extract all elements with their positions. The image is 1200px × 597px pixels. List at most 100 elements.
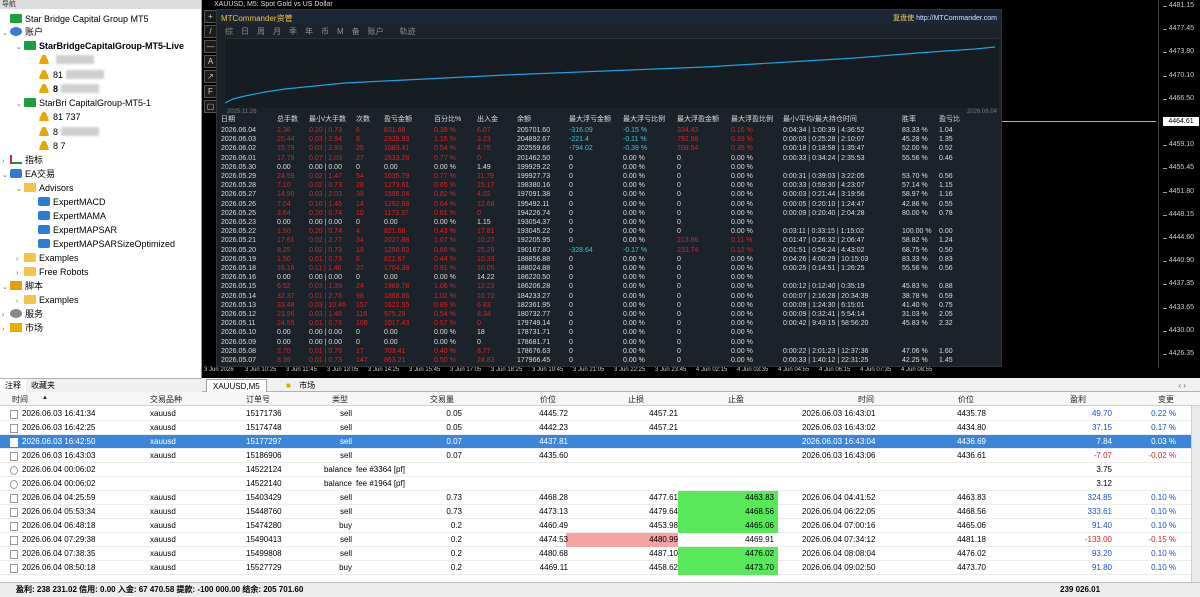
tree-node[interactable]: ExpertMAPSAR xyxy=(30,224,117,236)
stats-cell: 0.57 % xyxy=(434,320,456,328)
panel-tab[interactable]: 月 xyxy=(273,27,281,36)
stats-cell: 25.29 xyxy=(477,246,495,254)
history-column-header[interactable]: 价位 xyxy=(540,395,556,404)
chart-window[interactable]: XAUUSD, M5: Spot Gold vs US Dollar + / — A ↗… xyxy=(202,0,1200,378)
tab-favorites[interactable]: 收藏夹 xyxy=(31,381,55,390)
tree-node[interactable]: Star Bridge Capital Group MT5 xyxy=(2,13,149,25)
table-row[interactable]: 2026.06.03 16:42:50 xauusd 15177297 sell 0.0… xyxy=(0,435,1200,449)
expand-toggle-icon[interactable]: ⌄ xyxy=(2,172,8,179)
panel-tab[interactable]: 备 xyxy=(351,27,360,36)
history-column-header[interactable]: 时间 xyxy=(858,395,874,404)
expand-toggle-icon[interactable]: ⌄ xyxy=(16,186,22,193)
tree-node[interactable]: 8 7 xyxy=(30,140,66,152)
panel-tab[interactable]: 轨迹 xyxy=(399,27,416,36)
table-row[interactable]: 2026.06.04 00:06:02 14522124 balance fee #3… xyxy=(0,463,1200,477)
stats-cell: 1.15 % xyxy=(434,136,456,144)
stats-cell: 55.56 % xyxy=(902,154,928,162)
tree-node[interactable]: ExpertMAPSARSizeOptimized xyxy=(30,238,175,250)
history-column-header[interactable]: 类型 xyxy=(332,395,348,404)
expand-toggle-icon[interactable]: › xyxy=(16,270,19,277)
tab-scroll-arrows[interactable]: ‹ › xyxy=(1178,381,1186,390)
price-tick: 4477.45 xyxy=(1162,25,1194,33)
history-column-header[interactable]: 订单号 xyxy=(246,395,270,404)
shapes-icon[interactable]: ▢ xyxy=(204,100,217,113)
tree-node[interactable]: ExpertMAMA xyxy=(30,210,106,222)
stats-cell: 42.25 % xyxy=(902,357,928,364)
tree-node[interactable]: › Examples xyxy=(16,252,79,264)
stats-cell: 0:00:09 | 0:32:41 | 5:54:14 xyxy=(783,311,865,318)
table-row[interactable]: 2026.06.04 07:29:38 xauusd 15490413 sell 0.2… xyxy=(0,533,1200,547)
tab-notes[interactable]: 注释 xyxy=(0,379,26,392)
expand-toggle-icon[interactable]: › xyxy=(2,312,5,319)
table-row[interactable]: 2026.06.04 04:25:59 xauusd 15403429 sell 0.7… xyxy=(0,491,1200,505)
row-time: 2026.06.04 05:53:34 xyxy=(22,507,96,516)
robot-icon xyxy=(38,239,50,248)
tree-node[interactable]: ⌄ EA交易 xyxy=(2,168,55,180)
tree-node[interactable]: › 指标 xyxy=(2,154,43,166)
table-row[interactable]: 2026.06.04 06:48:18 xauusd 15474280 buy 0.2 4… xyxy=(0,519,1200,533)
history-column-header[interactable]: 交易量 xyxy=(430,395,454,404)
tree-node[interactable]: › 市场 xyxy=(2,322,43,334)
tree-node[interactable]: 81 737 xyxy=(30,111,81,123)
table-row[interactable]: 2026.06.04 08:50:18 xauusd 15527729 buy 0.2 4… xyxy=(0,561,1200,575)
tree-node[interactable]: 81 xyxy=(30,69,105,81)
panel-tab[interactable]: 日 xyxy=(241,27,249,36)
take-profit-hit-highlight xyxy=(678,561,778,575)
history-column-header[interactable]: 时间 xyxy=(12,395,28,404)
table-row[interactable]: 2026.06.04 07:38:35 xauusd 15499808 sell 0.2… xyxy=(0,547,1200,561)
expand-toggle-icon[interactable]: ⌄ xyxy=(2,30,8,37)
tab-chart-xauusd[interactable]: XAUUSD,M5 xyxy=(206,379,267,392)
stats-cell: 708.54 xyxy=(677,145,699,153)
panel-tab[interactable]: 综 xyxy=(225,27,233,36)
tree-node[interactable]: ⌄ 脚本 xyxy=(2,280,43,292)
panel-tab[interactable]: M xyxy=(337,27,344,36)
tree-node[interactable]: ⌄ StarBri CapitalGroup-MT5-1 xyxy=(16,97,151,109)
tree-node[interactable]: › Examples xyxy=(16,294,79,306)
sort-asc-icon[interactable]: ▲ xyxy=(42,395,48,401)
tree-node[interactable]: ⌄ StarBridgeCapitalGroup-MT5-Live xyxy=(16,40,184,52)
stats-cell: 16.16 xyxy=(277,265,295,272)
stats-cell: 179749.14 xyxy=(517,320,551,328)
tree-node[interactable]: 8 xyxy=(30,83,100,95)
expand-toggle-icon[interactable]: › xyxy=(2,326,5,333)
expand-toggle-icon[interactable]: › xyxy=(2,158,5,165)
panel-tab[interactable]: 账户 xyxy=(367,27,384,36)
row-time: 2026.06.03 16:41:34 xyxy=(22,409,96,418)
tree-node[interactable] xyxy=(30,54,94,66)
tree-node[interactable]: 8 xyxy=(30,126,100,138)
tree-node[interactable]: › 服务 xyxy=(2,308,43,320)
expand-toggle-icon[interactable]: ⌄ xyxy=(2,284,8,291)
stats-cell: 116 xyxy=(356,311,368,318)
row-vol: 0.07 xyxy=(446,437,462,446)
expand-toggle-icon[interactable]: ⌄ xyxy=(16,101,22,108)
tree-node[interactable]: ExpertMACD xyxy=(30,196,106,208)
history-column-header[interactable]: 变更 xyxy=(1158,395,1174,404)
table-row[interactable]: 2026.06.04 05:53:34 xauusd 15448760 sell 0.7… xyxy=(0,505,1200,519)
row-cprice: 4436.69 xyxy=(957,437,986,446)
tab-market[interactable]: ■ 市场 xyxy=(274,379,321,392)
stats-cell: 0.00 % xyxy=(623,191,645,199)
history-column-header[interactable]: 止损 xyxy=(628,395,644,404)
history-column-header[interactable]: 交易品种 xyxy=(150,395,182,404)
expand-toggle-icon[interactable]: › xyxy=(16,298,19,305)
history-column-header[interactable]: 价位 xyxy=(958,395,974,404)
history-scrollbar[interactable] xyxy=(1191,406,1200,582)
table-row[interactable]: 2026.06.03 16:43:03 xauusd 15186906 sell 0.0… xyxy=(0,449,1200,463)
panel-tab[interactable]: 币 xyxy=(321,27,329,36)
tree-node[interactable]: ⌄ 账户 xyxy=(2,26,43,38)
table-row[interactable]: 2026.06.04 00:06:02 14522140 balance fee #1… xyxy=(0,477,1200,491)
panel-tab[interactable]: 周 xyxy=(257,27,265,36)
table-row[interactable]: 2026.06.03 16:42:25 xauusd 15174748 sell 0.0… xyxy=(0,421,1200,435)
panel-link[interactable]: 复盘使 http://MTCommander.com xyxy=(893,13,997,23)
tree-node[interactable]: › Free Robots xyxy=(16,266,89,278)
panel-tab[interactable]: 季 xyxy=(289,27,297,36)
expand-toggle-icon[interactable]: ⌄ xyxy=(16,44,22,51)
expand-toggle-icon[interactable]: › xyxy=(16,256,19,263)
history-column-header[interactable]: 盈利 xyxy=(1070,395,1086,404)
history-column-header[interactable]: 止盈 xyxy=(728,395,744,404)
panel-tab[interactable]: 年 xyxy=(305,27,313,36)
stats-cell: 0.00 % xyxy=(623,301,645,309)
tree-node[interactable]: ⌄ Advisors xyxy=(16,182,74,194)
table-row[interactable]: 2026.06.03 16:41:34 xauusd 15171736 sell 0.0… xyxy=(0,407,1200,421)
text-icon[interactable]: A xyxy=(204,55,217,68)
